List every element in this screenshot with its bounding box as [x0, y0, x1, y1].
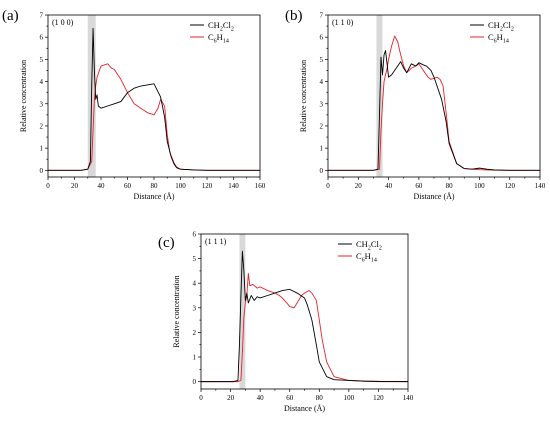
x-tick-label: 60 [415, 182, 423, 190]
x-tick-label: 0 [326, 182, 330, 190]
chart-panel-b: (b) 0 20 40 60 80 100 120 140 0 1 2 3 4 5 6 7 Distance (Å… [285, 8, 546, 201]
y-tick-label: 2 [40, 122, 44, 130]
legend-entry: CH2Cl2 [208, 20, 234, 33]
series-line-c6h14 [201, 272, 408, 383]
y-tick-label: 3 [320, 100, 324, 108]
x-axis-label: Distance (Å) [284, 404, 325, 413]
facet-label: (1 1 0) [332, 18, 354, 27]
facet-label: (1 0 0) [52, 18, 74, 27]
x-tick-label: 140 [403, 394, 414, 402]
y-tick-label: 2 [193, 329, 197, 337]
chart-panel-c: (c) 0 20 40 60 80 100 120 140 0 1 2 3 4 5 6 Distance (Å)… [158, 231, 414, 414]
y-tick-label: 7 [320, 12, 324, 20]
y-tick-label: 4 [193, 280, 197, 288]
y-tick-label: 5 [320, 56, 324, 64]
legend-entry: C6H14 [488, 32, 509, 45]
series-line-ch2cl2 [48, 27, 260, 171]
y-axis-label: Relative concentration [299, 60, 308, 132]
x-tick-label: 160 [255, 182, 266, 190]
panel-label: (a) [2, 8, 19, 24]
x-tick-label: 140 [535, 182, 546, 190]
chart-panel-a: (a) 0 20 40 60 80 100 120 140 160 0 1 2 3 4 5 6 7 Distance… [2, 8, 266, 201]
y-tick-label: 1 [193, 354, 197, 362]
y-tick-label: 5 [40, 56, 44, 64]
y-tick-label: 2 [320, 122, 324, 130]
x-tick-label: 120 [504, 182, 515, 190]
series-line-ch2cl2 [201, 250, 409, 383]
x-tick-label: 80 [316, 394, 324, 402]
legend-entry: C6H14 [356, 251, 377, 264]
y-tick-label: 6 [320, 34, 324, 42]
panel-label: (b) [285, 8, 303, 24]
x-tick-label: 40 [98, 182, 106, 190]
y-tick-label: 0 [193, 378, 197, 386]
y-tick-label: 7 [40, 12, 44, 20]
y-tick-label: 4 [320, 78, 324, 86]
x-tick-label: 140 [228, 182, 239, 190]
legend-entry: CH2Cl2 [356, 239, 382, 252]
x-tick-label: 0 [199, 394, 203, 402]
series-line-c6h14 [328, 35, 540, 171]
x-tick-label: 100 [344, 394, 355, 402]
panel-label: (c) [158, 235, 175, 251]
legend-entry: CH2Cl2 [488, 20, 514, 33]
y-tick-label: 1 [40, 145, 44, 153]
x-axis-label: Distance (Å) [133, 192, 174, 201]
y-tick-label: 1 [320, 145, 324, 153]
y-tick-label: 4 [40, 78, 44, 86]
x-tick-label: 100 [474, 182, 485, 190]
x-tick-label: 40 [257, 394, 265, 402]
x-tick-label: 100 [175, 182, 186, 190]
y-axis-label: Relative concentration [172, 275, 181, 347]
x-tick-label: 120 [373, 394, 384, 402]
y-tick-label: 0 [320, 167, 324, 175]
x-tick-label: 60 [124, 182, 132, 190]
x-tick-label: 40 [385, 182, 393, 190]
series-line-ch2cl2 [328, 50, 540, 171]
facet-label: (1 1 1) [205, 237, 227, 246]
y-tick-label: 3 [40, 100, 44, 108]
y-tick-label: 3 [193, 304, 197, 312]
interface-highlight-band [239, 234, 246, 389]
x-tick-label: 20 [227, 394, 235, 402]
x-tick-label: 120 [202, 182, 213, 190]
x-tick-label: 20 [71, 182, 79, 190]
x-tick-label: 0 [46, 182, 50, 190]
y-tick-label: 6 [40, 34, 44, 42]
y-axis-label: Relative concentration [19, 60, 28, 132]
y-tick-label: 5 [193, 255, 197, 263]
x-tick-label: 80 [446, 182, 454, 190]
x-tick-label: 20 [355, 182, 363, 190]
x-tick-label: 60 [286, 394, 294, 402]
y-tick-label: 6 [193, 231, 197, 239]
interface-highlight-band [376, 15, 383, 177]
legend-entry: C6H14 [208, 32, 229, 45]
x-tick-label: 80 [151, 182, 159, 190]
x-axis-label: Distance (Å) [413, 192, 454, 201]
series-line-c6h14 [48, 63, 260, 171]
y-tick-label: 0 [40, 167, 44, 175]
plot-frame [200, 233, 409, 390]
